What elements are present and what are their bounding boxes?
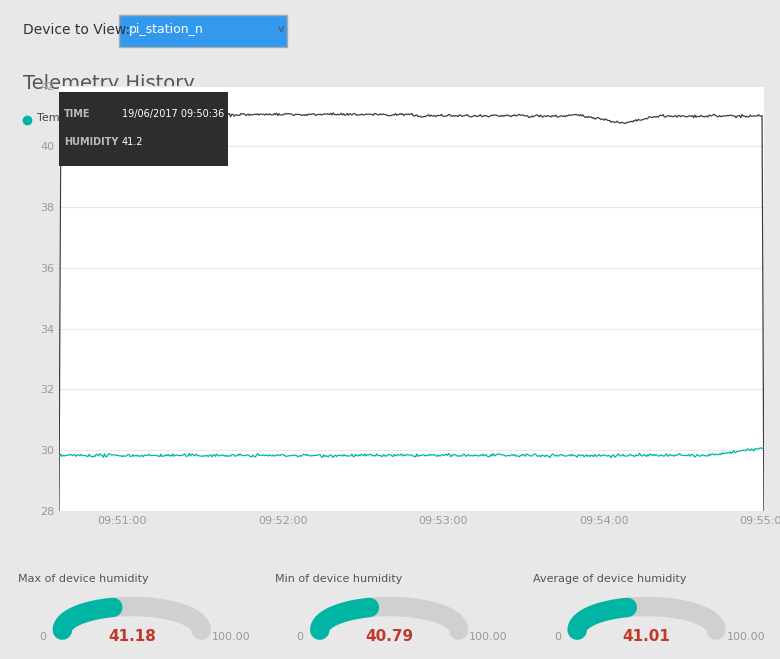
FancyBboxPatch shape [119, 14, 287, 47]
Text: Min of device humidity: Min of device humidity [275, 575, 402, 585]
Text: v: v [278, 24, 285, 34]
Text: Max of device humidity: Max of device humidity [18, 575, 148, 585]
Text: Device to View:: Device to View: [23, 23, 130, 38]
Text: 19/06/2017 09:50:36: 19/06/2017 09:50:36 [122, 109, 225, 119]
Text: Temperature: Temperature [37, 113, 108, 123]
Text: 100.00: 100.00 [726, 632, 765, 642]
Text: 41.18: 41.18 [108, 629, 156, 645]
Text: 0: 0 [296, 632, 303, 642]
Text: 40.79: 40.79 [365, 629, 413, 645]
Text: 0: 0 [554, 632, 561, 642]
FancyBboxPatch shape [58, 92, 228, 167]
Text: Average of device humidity: Average of device humidity [533, 575, 686, 585]
Text: TIME: TIME [64, 109, 90, 119]
Text: pi_station_n: pi_station_n [129, 23, 204, 36]
Text: 100.00: 100.00 [211, 632, 250, 642]
Text: Telemetry History: Telemetry History [23, 74, 195, 94]
Text: 0: 0 [39, 632, 46, 642]
Text: HUMIDITY: HUMIDITY [64, 136, 119, 147]
Text: 41.01: 41.01 [622, 629, 671, 645]
Text: 41.2: 41.2 [122, 136, 144, 147]
Text: 100.00: 100.00 [469, 632, 508, 642]
Text: Humidity: Humidity [98, 113, 149, 123]
